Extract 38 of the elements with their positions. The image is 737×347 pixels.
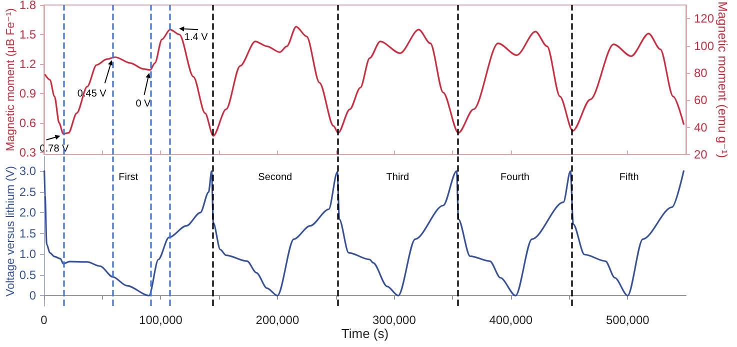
x-tick-label: 500,000 bbox=[606, 313, 650, 327]
annotation: 1.4 V bbox=[184, 32, 208, 44]
x-tick-label: 0 bbox=[40, 313, 48, 327]
y-tick-label: 0.5 bbox=[19, 268, 36, 282]
y-tick-label: 1.5 bbox=[19, 28, 36, 42]
x-tick-label: 200,000 bbox=[256, 313, 300, 327]
y-tick-label: 1.0 bbox=[19, 247, 36, 262]
y-tick-label: 2.5 bbox=[19, 184, 36, 199]
y-tick-label: 0.3 bbox=[19, 146, 36, 160]
y-tick-label: 0 bbox=[29, 288, 36, 303]
y-axis-title: Magnetic moment (μB Fe⁻¹) bbox=[5, 8, 17, 152]
y2-tick-label: 100 bbox=[694, 38, 714, 53]
x-axis-title: Time (s) bbox=[341, 326, 389, 341]
line-series bbox=[44, 26, 684, 137]
annotation: First bbox=[118, 172, 138, 183]
y-tick-label: 2.0 bbox=[19, 206, 36, 220]
annotation: Fifth bbox=[619, 172, 639, 183]
annotation: 0 V bbox=[136, 98, 152, 110]
y2-axis-title: Magnetic moment (emu g⁻¹) bbox=[716, 1, 730, 158]
y-tick-label: 0.6 bbox=[19, 116, 36, 130]
y2-tick-label: 20 bbox=[694, 148, 708, 162]
line-series bbox=[44, 170, 684, 296]
annotation: Fourth bbox=[500, 172, 530, 183]
y-tick-label: 1.2 bbox=[19, 57, 36, 72]
y-axis-title: Voltage versus lithium (V) bbox=[5, 166, 17, 296]
annotation: Second bbox=[258, 172, 292, 183]
x-tick-label: 400,000 bbox=[489, 313, 533, 327]
y-tick-label: 1.5 bbox=[19, 226, 36, 240]
y2-tick-label: 80 bbox=[694, 66, 708, 80]
annotation: Third bbox=[386, 172, 410, 183]
x-tick-label: 300,000 bbox=[372, 313, 416, 327]
y-tick-label: 1.8 bbox=[19, 0, 36, 12]
y2-tick-label: 120 bbox=[694, 12, 714, 26]
y2-tick-label: 60 bbox=[694, 93, 708, 108]
x-tick-label: 100,000 bbox=[139, 313, 183, 327]
y2-tick-label: 40 bbox=[694, 120, 708, 134]
y-tick-label: 3.0 bbox=[19, 164, 36, 178]
y-tick-label: 0.9 bbox=[19, 86, 36, 101]
